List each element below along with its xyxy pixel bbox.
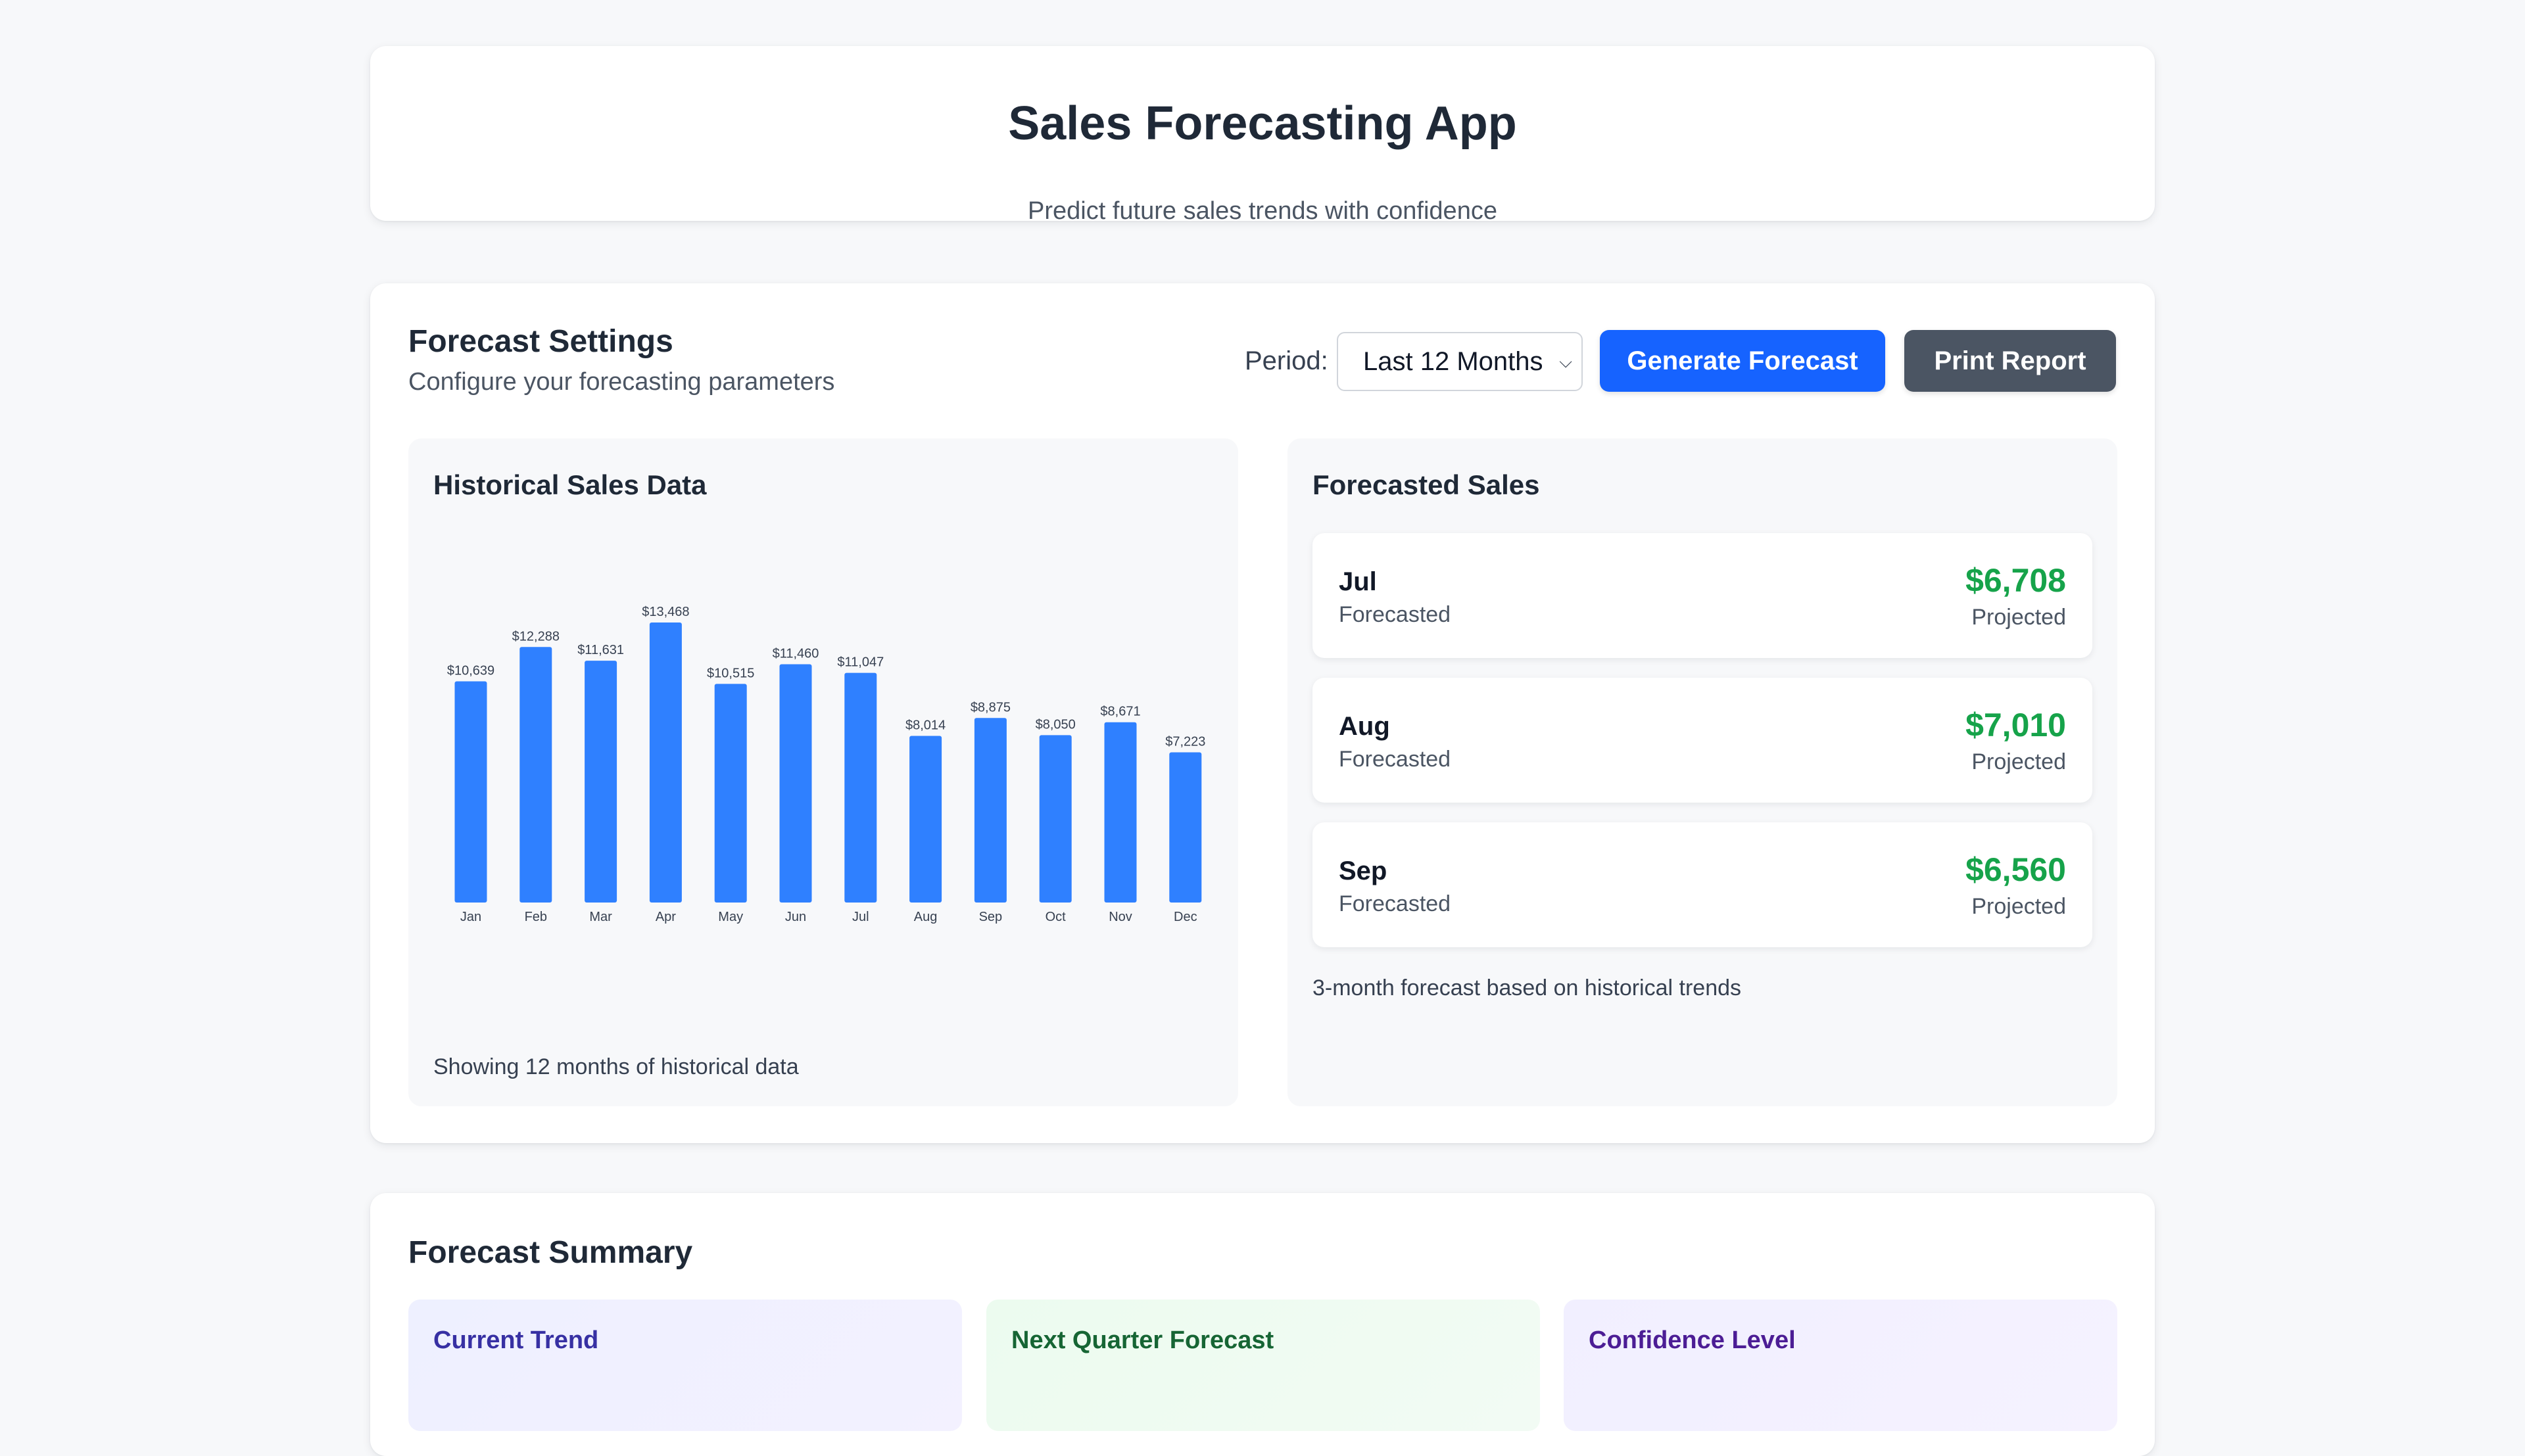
bar-may xyxy=(714,684,747,903)
forecast-value: $6,708 xyxy=(1965,562,2066,599)
historical-sales-panel: Historical Sales Data $10,639 Jan $12,288 F… xyxy=(408,438,1238,1106)
forecast-month: Sep xyxy=(1339,857,1387,885)
header-card: Sales Forecasting App Predict future sal… xyxy=(370,46,2155,225)
forecast-projected: Projected xyxy=(1971,605,2066,630)
forecast-month: Jul xyxy=(1339,567,1377,596)
bar-aug xyxy=(909,736,942,903)
bar-oct xyxy=(1039,735,1072,903)
forecast-value: $7,010 xyxy=(1965,707,2066,743)
forecasted-sales-panel: Forecasted Sales Jul Forecasted $6,708 P… xyxy=(1287,438,2117,1106)
month-tick-label: Jan xyxy=(460,910,481,924)
bar-value-label: $10,515 xyxy=(707,666,754,680)
bar-jul xyxy=(844,672,877,903)
chevron-down-icon: ⌵ xyxy=(1559,352,1572,371)
month-tick-label: Sep xyxy=(979,910,1003,924)
month-tick-label: Jun xyxy=(785,910,806,924)
bar-value-label: $11,460 xyxy=(773,647,819,661)
period-select-value: Last 12 Months xyxy=(1363,347,1543,376)
month-tick-label: Feb xyxy=(525,910,547,924)
period-label: Period: xyxy=(1245,346,1328,375)
summary-tile-current-trend: Current Trend xyxy=(408,1300,962,1431)
bar-value-label: $11,047 xyxy=(837,655,884,670)
settings-title: Forecast Settings xyxy=(408,324,673,359)
summary-tile-next-quarter: Next Quarter Forecast xyxy=(986,1300,1540,1431)
forecast-month: Aug xyxy=(1339,712,1390,741)
forecast-sub: Forecasted xyxy=(1339,891,1451,916)
bar-value-label: $12,288 xyxy=(512,629,560,644)
forecast-summary-card: Forecast Summary Current Trend Next Quar… xyxy=(370,1193,2155,1456)
summary-tile-confidence: Confidence Level xyxy=(1564,1300,2117,1431)
month-tick-label: Oct xyxy=(1046,910,1067,924)
bar-sep xyxy=(974,718,1007,903)
forecast-settings-card: Forecast Settings Configure your forecas… xyxy=(370,283,2155,1143)
bar-feb xyxy=(519,647,552,903)
forecast-note: 3-month forecast based on historical tre… xyxy=(1312,975,1742,1000)
forecast-item-sep: Sep Forecasted $6,560 Projected xyxy=(1312,822,2092,947)
historical-sales-chart: $10,639 Jan $12,288 Feb $11,631 Mar $13,468 Apr… xyxy=(447,605,1206,924)
forecast-panel-title: Forecasted Sales xyxy=(1312,469,1540,500)
forecast-value: $6,560 xyxy=(1965,851,2066,888)
summary-tile-label: Confidence Level xyxy=(1589,1327,1796,1354)
bar-jun xyxy=(779,664,812,903)
month-tick-label: Aug xyxy=(914,910,938,924)
historical-note: Showing 12 months of historical data xyxy=(433,1054,799,1079)
bar-value-label: $13,468 xyxy=(642,605,689,619)
bar-jan xyxy=(454,681,487,903)
bar-apr xyxy=(649,622,682,903)
month-tick-label: Dec xyxy=(1174,910,1197,924)
bar-value-label: $10,639 xyxy=(447,664,494,678)
summary-tile-label: Current Trend xyxy=(433,1327,599,1354)
bar-value-label: $11,631 xyxy=(577,643,624,657)
forecast-item-aug: Aug Forecasted $7,010 Projected xyxy=(1312,678,2092,803)
period-select[interactable]: Last 12 Months ⌵ xyxy=(1337,332,1583,391)
bar-dec xyxy=(1169,752,1202,903)
forecast-item-jul: Jul Forecasted $6,708 Projected xyxy=(1312,533,2092,658)
summary-title: Forecast Summary xyxy=(408,1235,693,1270)
month-tick-label: Nov xyxy=(1109,910,1132,924)
generate-forecast-button[interactable]: Generate Forecast xyxy=(1600,330,1885,392)
forecast-projected: Projected xyxy=(1971,749,2066,774)
bar-value-label: $8,671 xyxy=(1100,705,1140,719)
historical-panel-title: Historical Sales Data xyxy=(433,469,707,500)
bar-value-label: $8,050 xyxy=(1036,717,1076,732)
bar-mar xyxy=(585,661,617,903)
bar-value-label: $8,014 xyxy=(905,718,946,733)
app-title: Sales Forecasting App xyxy=(1008,97,1517,150)
bar-nov xyxy=(1104,722,1137,903)
app-subtitle: Predict future sales trends with confide… xyxy=(1028,197,1497,225)
bar-value-label: $7,223 xyxy=(1165,735,1205,749)
forecast-sub: Forecasted xyxy=(1339,602,1451,627)
settings-subtitle: Configure your forecasting parameters xyxy=(408,368,835,396)
month-tick-label: Apr xyxy=(656,910,676,924)
bar-value-label: $8,875 xyxy=(971,700,1011,715)
month-tick-label: May xyxy=(718,910,743,924)
forecast-projected: Projected xyxy=(1971,894,2066,919)
forecast-sub: Forecasted xyxy=(1339,747,1451,772)
month-tick-label: Mar xyxy=(589,910,612,924)
month-tick-label: Jul xyxy=(852,910,869,924)
summary-tile-label: Next Quarter Forecast xyxy=(1011,1327,1274,1354)
print-report-button[interactable]: Print Report xyxy=(1904,330,2116,392)
